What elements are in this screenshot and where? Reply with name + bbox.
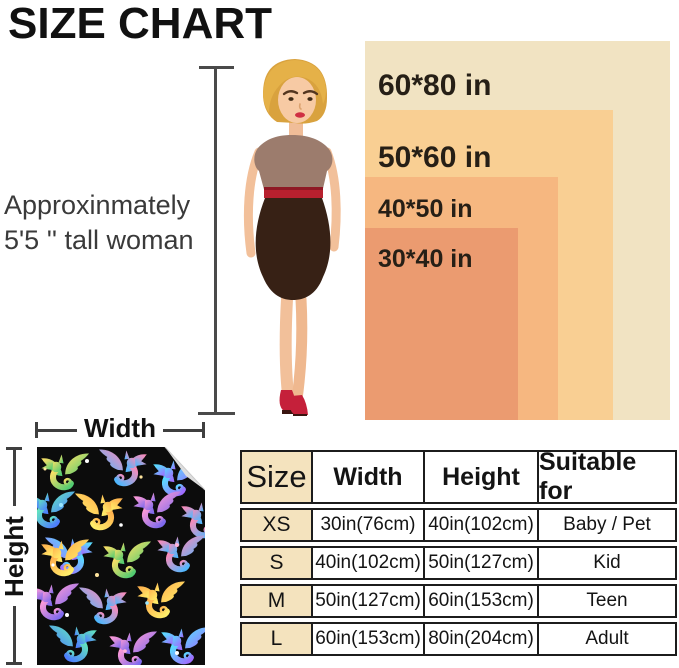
cell-width: 60in(153cm)	[311, 624, 423, 654]
cell-size: L	[242, 624, 311, 654]
size-box-50x60-label: 50*60 in	[378, 141, 492, 174]
page-title: SIZE CHART	[8, 0, 272, 48]
cell-suitable: Kid	[537, 548, 675, 578]
size-box-30x40-label: 30*40 in	[378, 245, 473, 273]
height-top-cap	[6, 447, 22, 450]
header-height: Height	[423, 452, 537, 502]
cell-size: XS	[242, 510, 311, 540]
size-table-header-row: Size Width Height Suitable for	[240, 448, 677, 505]
width-left-cap	[35, 422, 38, 438]
width-right-cap	[202, 422, 205, 438]
woman-illustration	[243, 59, 341, 416]
cell-height: 40in(102cm)	[423, 510, 537, 540]
size-box-40x50-label: 40*50 in	[378, 195, 473, 223]
size-box-30x40: 30*40 in	[365, 228, 518, 420]
height-measure-line: Height	[0, 447, 29, 665]
cell-size: M	[242, 586, 311, 616]
height-line-bottom	[12, 606, 16, 662]
height-bottom-cap	[6, 662, 22, 665]
cell-size: S	[242, 548, 311, 578]
cell-suitable: Adult	[537, 624, 675, 654]
height-label: Height	[0, 515, 29, 597]
table-row-m: M 50in(127cm) 60in(153cm) Teen	[240, 584, 677, 618]
height-line-top	[12, 450, 16, 506]
size-box-60x80-label: 60*80 in	[378, 69, 492, 102]
width-measure-line: Width	[35, 413, 205, 443]
ruler-bottom-cap	[198, 412, 235, 415]
header-size: Size	[242, 452, 311, 502]
width-label: Width	[84, 413, 156, 443]
table-row-l: L 60in(153cm) 80in(204cm) Adult	[240, 622, 677, 656]
size-table: Size Width Height Suitable for XS 30in(7…	[240, 448, 677, 656]
model-note-line2: 5'5 '' tall woman	[4, 225, 194, 255]
cell-width: 40in(102cm)	[311, 548, 423, 578]
table-row-s: S 40in(102cm) 50in(127cm) Kid	[240, 546, 677, 580]
cell-height: 60in(153cm)	[423, 586, 537, 616]
ruler-line	[214, 67, 217, 415]
header-width: Width	[311, 452, 423, 502]
cell-height: 80in(204cm)	[423, 624, 537, 654]
width-line-left	[38, 428, 78, 432]
header-suitable-for: Suitable for	[537, 448, 675, 505]
cell-width: 30in(76cm)	[311, 510, 423, 540]
cell-height: 50in(127cm)	[423, 548, 537, 578]
model-height-note: Approxinmately 5'5 '' tall woman	[4, 188, 194, 258]
cell-width: 50in(127cm)	[311, 586, 423, 616]
size-comparison-boxes: 60*80 in 50*60 in 40*50 in 30*40 in	[365, 41, 670, 420]
cell-suitable: Teen	[537, 586, 675, 616]
model-note-line1: Approxinmately	[4, 190, 191, 220]
cell-suitable: Baby / Pet	[537, 510, 675, 540]
width-line-right	[162, 428, 202, 432]
table-row-xs: XS 30in(76cm) 40in(102cm) Baby / Pet	[240, 508, 677, 542]
blanket-image	[37, 447, 205, 665]
